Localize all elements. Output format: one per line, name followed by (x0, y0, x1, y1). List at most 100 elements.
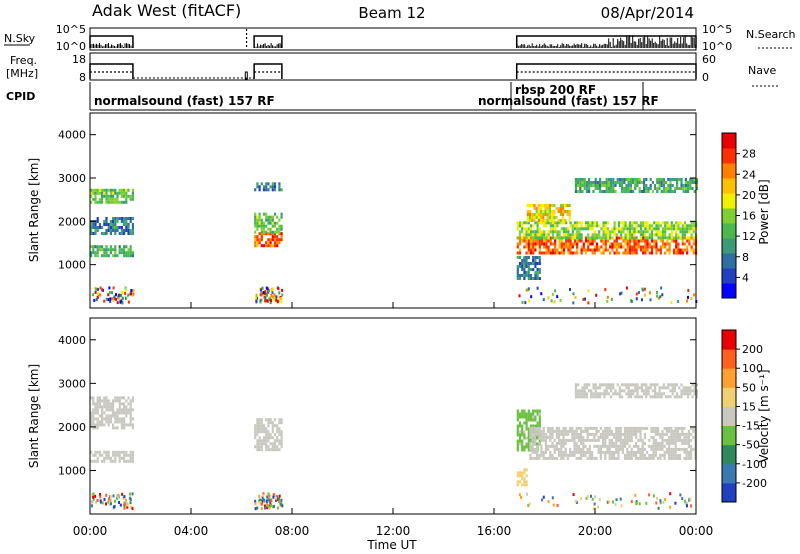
nsky-bar (630, 43, 632, 48)
cell (273, 212, 277, 216)
velocity-panel-frame (89, 317, 697, 515)
cell (608, 426, 611, 430)
cell (680, 184, 683, 187)
cell (661, 435, 664, 439)
cell (664, 251, 667, 255)
cell (591, 236, 594, 240)
cell (554, 230, 557, 234)
cell (90, 229, 93, 232)
cell (562, 450, 565, 454)
cell (271, 424, 274, 428)
cell (608, 456, 611, 460)
cell (260, 439, 263, 443)
nsky-bar (542, 44, 544, 48)
cell (605, 187, 608, 190)
cell (693, 386, 696, 390)
cell (534, 415, 537, 419)
nsky-step-0 (89, 35, 134, 48)
cell (574, 190, 577, 193)
cell (580, 426, 583, 430)
cell (527, 262, 530, 265)
cell (668, 236, 671, 240)
cell (567, 227, 570, 231)
cell (689, 389, 692, 393)
scatter-cell (118, 297, 121, 301)
cell (644, 242, 647, 246)
cell (679, 230, 682, 234)
cell (587, 224, 590, 228)
cell (593, 230, 596, 234)
cell (101, 408, 104, 412)
cell (96, 245, 99, 249)
cell (588, 426, 591, 430)
cell (641, 438, 644, 442)
cell (562, 444, 565, 448)
cell (527, 221, 530, 225)
cell (648, 233, 651, 237)
cell (615, 435, 618, 439)
nsky-bar (521, 43, 523, 48)
cell (595, 245, 599, 249)
cell (258, 418, 261, 422)
cell (116, 254, 119, 258)
cell (636, 386, 639, 390)
cell (536, 233, 539, 237)
cell (562, 429, 565, 433)
cell (624, 221, 627, 225)
cell (575, 450, 578, 454)
cell (581, 190, 584, 193)
cell (127, 408, 130, 412)
cell (692, 429, 695, 433)
nsky-bar (264, 43, 266, 48)
cell (613, 221, 616, 225)
cell (582, 447, 585, 451)
cell (531, 429, 534, 433)
cell (567, 251, 570, 255)
cell (96, 417, 99, 421)
cell (645, 386, 648, 390)
cell (641, 444, 644, 448)
cell (521, 445, 524, 449)
cell (107, 450, 110, 454)
cell (595, 242, 599, 246)
cell (596, 395, 599, 399)
cell (597, 447, 600, 451)
cell (109, 459, 112, 463)
cell (256, 185, 259, 189)
cell (558, 251, 561, 255)
cell (260, 442, 263, 446)
cell (658, 386, 661, 390)
cell (569, 239, 572, 243)
cell (90, 226, 93, 229)
scatter-cell (272, 493, 275, 497)
cell (569, 450, 572, 454)
nsky-bar (663, 39, 665, 48)
cell (94, 411, 97, 415)
cell (94, 459, 97, 463)
cell (558, 233, 561, 237)
power-band-7 (516, 221, 698, 240)
cell (592, 184, 595, 187)
cell (574, 392, 577, 396)
cell (649, 178, 652, 181)
cell (562, 210, 565, 213)
cell (600, 227, 603, 231)
cell (280, 439, 283, 443)
cell (120, 188, 123, 192)
cell (650, 429, 653, 433)
cell (125, 399, 128, 403)
cell (652, 450, 655, 454)
power-data-layer (90, 178, 698, 305)
cell (693, 181, 696, 184)
cell (646, 221, 649, 225)
cell (280, 445, 283, 449)
nsky-bar (596, 45, 598, 48)
cell (534, 221, 537, 225)
cell (626, 239, 629, 243)
cell (681, 432, 684, 436)
cell (123, 248, 126, 252)
cell (545, 224, 548, 228)
nsky-bar (674, 41, 676, 48)
cell (523, 433, 526, 437)
cell (665, 441, 668, 445)
